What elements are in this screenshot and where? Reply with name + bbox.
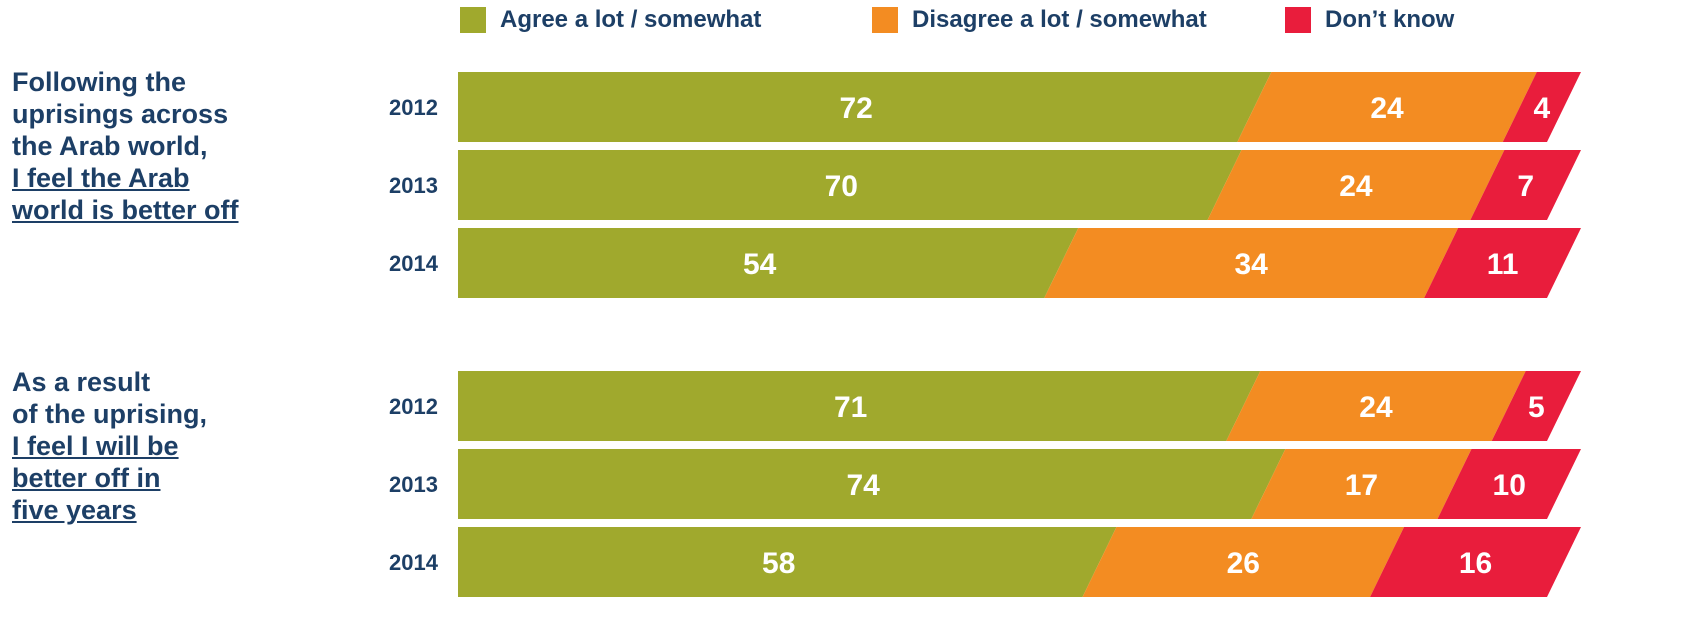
disagree-value-label: 34 bbox=[1235, 248, 1269, 281]
question-1-line: Following the bbox=[12, 67, 186, 97]
agree-value-label: 54 bbox=[743, 248, 777, 281]
question-1-underlined-line: world is better off bbox=[12, 195, 239, 225]
disagree-segment bbox=[1251, 449, 1472, 519]
disagree-segment bbox=[1082, 527, 1405, 597]
question-1-text: Following the uprisings across the Arab … bbox=[12, 66, 352, 226]
disagree-value-label: 24 bbox=[1339, 170, 1373, 203]
dont-know-value-label: 4 bbox=[1534, 92, 1551, 125]
chart-legend: Agree a lot / somewhat Disagree a lot / … bbox=[0, 6, 1702, 42]
disagree-value-label: 24 bbox=[1359, 391, 1393, 424]
question-2-line: of the uprising, bbox=[12, 399, 207, 429]
dont-know-value-label: 5 bbox=[1528, 391, 1545, 424]
dont-know-value-label: 11 bbox=[1487, 248, 1519, 281]
question-1-line: uprisings across bbox=[12, 99, 229, 129]
legend-swatch-dont-know bbox=[1285, 7, 1311, 33]
disagree-value-label: 24 bbox=[1370, 92, 1404, 125]
question-1-line: the Arab world, bbox=[12, 131, 208, 161]
agree-segment bbox=[458, 449, 1286, 519]
year-label: 2014 bbox=[389, 550, 439, 575]
disagree-segment bbox=[1207, 150, 1505, 220]
legend-item-agree: Agree a lot / somewhat bbox=[460, 6, 761, 34]
question-1-underlined-line: I feel the Arab bbox=[12, 163, 190, 193]
question-2-line: As a result bbox=[12, 367, 151, 397]
dont-know-segment bbox=[1470, 150, 1581, 220]
legend-label-disagree: Disagree a lot / somewhat bbox=[912, 6, 1207, 33]
question-2-underlined-line: better off in bbox=[12, 463, 161, 493]
question-2-underlined-line: I feel I will be bbox=[12, 431, 179, 461]
agree-value-label: 72 bbox=[839, 92, 872, 125]
year-label: 2014 bbox=[389, 251, 439, 276]
disagree-segment bbox=[1237, 72, 1537, 142]
dont-know-segment bbox=[1491, 371, 1581, 441]
agree-value-label: 70 bbox=[825, 170, 858, 203]
disagree-value-label: 17 bbox=[1345, 469, 1378, 502]
year-label: 2013 bbox=[389, 173, 438, 198]
agree-value-label: 71 bbox=[834, 391, 867, 424]
dont-know-value-label: 16 bbox=[1459, 547, 1492, 580]
question-2-text: As a result of the uprising, I feel I wi… bbox=[12, 366, 352, 526]
agree-segment bbox=[458, 371, 1261, 441]
dont-know-segment bbox=[1502, 72, 1581, 142]
year-label: 2012 bbox=[389, 95, 438, 120]
agree-segment bbox=[458, 150, 1242, 220]
legend-label-dont-know: Don’t know bbox=[1325, 6, 1455, 33]
dont-know-segment bbox=[1370, 527, 1581, 597]
disagree-segment bbox=[1226, 371, 1526, 441]
agree-value-label: 74 bbox=[846, 469, 880, 502]
question-2-underlined-line: five years bbox=[12, 495, 137, 525]
dont-know-segment bbox=[1437, 449, 1581, 519]
dont-know-segment bbox=[1424, 228, 1581, 298]
legend-swatch-disagree bbox=[872, 7, 898, 33]
dont-know-value-label: 7 bbox=[1517, 170, 1534, 203]
legend-item-dont-know: Don’t know bbox=[1285, 6, 1454, 34]
agree-segment bbox=[458, 228, 1079, 298]
disagree-value-label: 26 bbox=[1227, 547, 1260, 580]
agree-value-label: 58 bbox=[762, 547, 795, 580]
dont-know-value-label: 10 bbox=[1493, 469, 1526, 502]
agree-segment bbox=[458, 527, 1117, 597]
legend-swatch-agree bbox=[460, 7, 486, 33]
year-label: 2013 bbox=[389, 472, 438, 497]
disagree-segment bbox=[1044, 228, 1459, 298]
legend-item-disagree: Disagree a lot / somewhat bbox=[872, 6, 1207, 34]
year-label: 2012 bbox=[389, 394, 438, 419]
agree-segment bbox=[458, 72, 1272, 142]
legend-label-agree: Agree a lot / somewhat bbox=[500, 6, 762, 33]
